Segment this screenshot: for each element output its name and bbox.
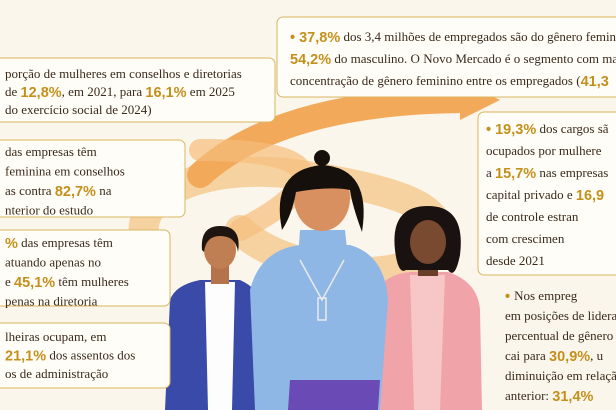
text-line: a 15,7% nas empresas [486, 165, 608, 182]
text: penas na diretoria [5, 293, 98, 308]
text: com crescimen [486, 231, 565, 246]
highlight: • [505, 289, 514, 305]
highlight: • 37,8% [290, 30, 340, 46]
text-line: penas na diretoria [5, 293, 98, 308]
text: em posições de lideran [505, 308, 616, 323]
text: desde 2021 [486, 253, 545, 268]
text-line: diminuição em relaçã [505, 368, 616, 383]
text: na [96, 183, 112, 198]
text-line: capital privado e 16,9 [486, 187, 604, 204]
text: dos 3,4 milhões de empregados são do gên… [340, 29, 616, 44]
text-line: feminina em conselhos [5, 163, 125, 178]
text-line: nterior do estudo [5, 202, 93, 217]
text-line: com crescimen [486, 231, 565, 246]
highlight: 82,7% [55, 184, 96, 200]
text-line: % das empresas têm [5, 235, 113, 252]
highlight: 45,1% [14, 275, 55, 291]
text: dos assentos dos [46, 347, 135, 362]
text-line: desde 2021 [486, 253, 545, 268]
text: nterior do estudo [5, 202, 93, 217]
text-line: das empresas têm [5, 144, 97, 159]
highlight: 16,9 [576, 188, 604, 204]
text: feminina em conselhos [5, 163, 125, 178]
text-line: • 37,8% dos 3,4 milhões de empregados sã… [290, 29, 616, 46]
woman-left [165, 226, 262, 410]
text: do masculino. O Novo Mercado é o segment… [331, 51, 616, 66]
text: atuando apenas no [5, 254, 101, 269]
text: as contra [5, 183, 55, 198]
text: percentual de gênero [505, 328, 613, 343]
text-box [477, 111, 616, 276]
text: dos cargos sã [536, 121, 609, 136]
highlight: 41,3 [581, 74, 609, 90]
text: têm mulheres [55, 274, 129, 289]
text: diminuição em relaçã [505, 368, 616, 383]
text: de [5, 84, 21, 99]
text: Nos empreg [514, 288, 578, 303]
text: em 2025 [187, 84, 235, 99]
highlight: 21,1% [5, 348, 46, 364]
text: , u [590, 348, 604, 363]
text-box [0, 57, 276, 123]
text: porção de mulheres em conselhos e direto… [5, 66, 242, 81]
text-line: do exercício social de 2024) [5, 102, 152, 117]
text-box [0, 322, 171, 389]
text-line: atuando apenas no [5, 254, 101, 269]
text: ocupados por mulhere [486, 143, 602, 158]
text-line: concentração de gênero feminino entre os… [290, 73, 609, 90]
text-line: percentual de gênero [505, 328, 613, 343]
text: anterior: [505, 388, 552, 403]
highlight: 30,9% [549, 349, 590, 365]
text: os de administração [5, 366, 108, 381]
text: cai para [505, 348, 549, 363]
text-line: 54,2% do masculino. O Novo Mercado é o s… [290, 51, 616, 68]
text: concentração de gênero feminino entre os… [290, 73, 581, 88]
text: a [486, 165, 495, 180]
text-line: anterior: 31,4% [505, 388, 594, 405]
text-box [0, 139, 186, 218]
highlight: • 19,3% [486, 122, 536, 138]
text-line: 21,1% dos assentos dos [5, 347, 135, 364]
highlight: 54,2% [290, 52, 331, 68]
text: capital privado e [486, 187, 576, 202]
text: nas empresas [536, 165, 608, 180]
text-line: de 12,8%, em 2021, para 16,1% em 2025 [5, 84, 235, 101]
highlight: 12,8% [21, 85, 62, 101]
text-line: porção de mulheres em conselhos e direto… [5, 66, 242, 81]
text-line: de controle estran [486, 209, 579, 224]
text: , em 2021, para [62, 84, 146, 99]
woman-center [250, 150, 388, 410]
highlight: % [5, 236, 18, 252]
text: lheiras ocupam, em [5, 329, 106, 344]
text: de controle estran [486, 209, 579, 224]
text: das empresas têm [5, 144, 97, 159]
text: e [5, 274, 14, 289]
text-line: em posições de lideran [505, 308, 616, 323]
text-line: ocupados por mulhere [486, 143, 602, 158]
highlight: 31,4% [552, 389, 593, 405]
text-line: os de administração [5, 366, 108, 381]
highlight: 15,7% [495, 166, 536, 182]
text-box [0, 229, 171, 307]
text-line: as contra 82,7% na [5, 183, 112, 200]
woman-right [372, 206, 482, 410]
text-line: cai para 30,9%, u [505, 348, 604, 365]
text-line: • 19,3% dos cargos sã [486, 121, 609, 138]
text-line: • Nos empreg [505, 288, 578, 305]
text-box [276, 16, 616, 98]
highlight: 16,1% [145, 85, 186, 101]
text-line: e 45,1% têm mulheres [5, 274, 129, 291]
text-line: lheiras ocupam, em [5, 329, 106, 344]
text: das empresas têm [18, 235, 113, 250]
text: do exercício social de 2024) [5, 102, 152, 117]
